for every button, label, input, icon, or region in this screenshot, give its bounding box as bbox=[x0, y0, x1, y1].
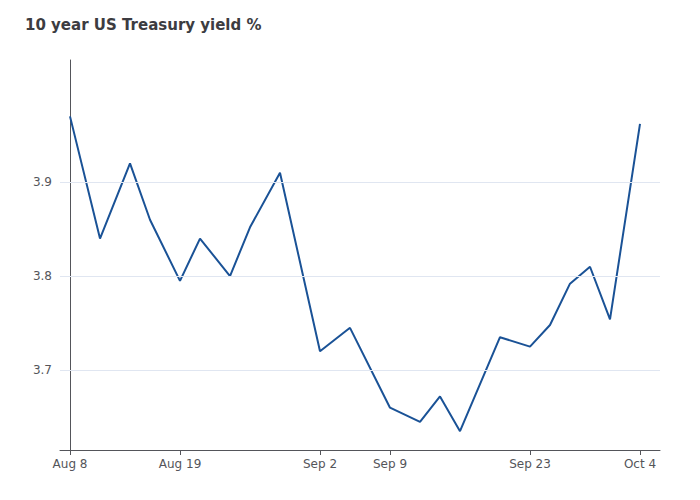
svg-text:Oct 4: Oct 4 bbox=[624, 457, 656, 471]
svg-text:3.8: 3.8 bbox=[33, 269, 52, 283]
svg-text:Sep 23: Sep 23 bbox=[509, 457, 551, 471]
svg-text:Sep 9: Sep 9 bbox=[373, 457, 407, 471]
svg-text:3.7: 3.7 bbox=[33, 363, 52, 377]
svg-text:Sep 2: Sep 2 bbox=[303, 457, 337, 471]
svg-text:3.9: 3.9 bbox=[33, 175, 52, 189]
svg-text:Aug 8: Aug 8 bbox=[53, 457, 88, 471]
svg-text:10 year US Treasury yield %: 10 year US Treasury yield % bbox=[25, 16, 262, 34]
svg-text:Aug 19: Aug 19 bbox=[159, 457, 202, 471]
